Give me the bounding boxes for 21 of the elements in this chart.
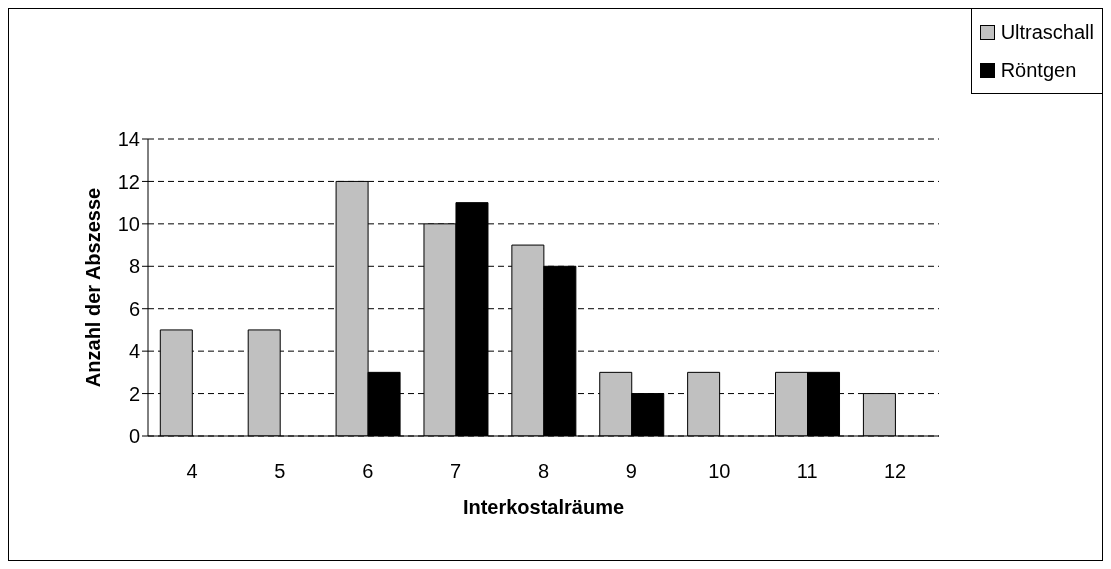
x-axis-title: Interkostalräume [462, 496, 625, 518]
x-tick-label: 12 [883, 460, 907, 483]
x-tick-label: 4 [186, 460, 198, 483]
y-tick-label: 0 [128, 425, 140, 448]
legend-label: Röntgen [1000, 58, 1077, 82]
x-tick-label: 6 [362, 460, 374, 483]
x-tick-label: 11 [796, 460, 818, 483]
y-tick-label: 12 [117, 170, 140, 193]
x-tick-label: 7 [450, 460, 462, 483]
legend-label: Ultraschall [1000, 20, 1094, 44]
y-tick-label: 14 [117, 128, 140, 151]
y-axis-title: Anzahl der Abszesse [82, 187, 105, 388]
y-tick-label: 4 [128, 340, 140, 363]
y-tick-label: 10 [117, 212, 140, 235]
y-tick-label: 6 [128, 297, 140, 320]
x-tick-label: 5 [274, 460, 286, 483]
x-tick-label: 8 [537, 460, 550, 483]
y-tick-label: 2 [128, 382, 140, 405]
x-tick-label: 9 [625, 460, 637, 483]
x-tick-label: 10 [708, 460, 731, 483]
y-tick-label: 8 [128, 255, 140, 278]
